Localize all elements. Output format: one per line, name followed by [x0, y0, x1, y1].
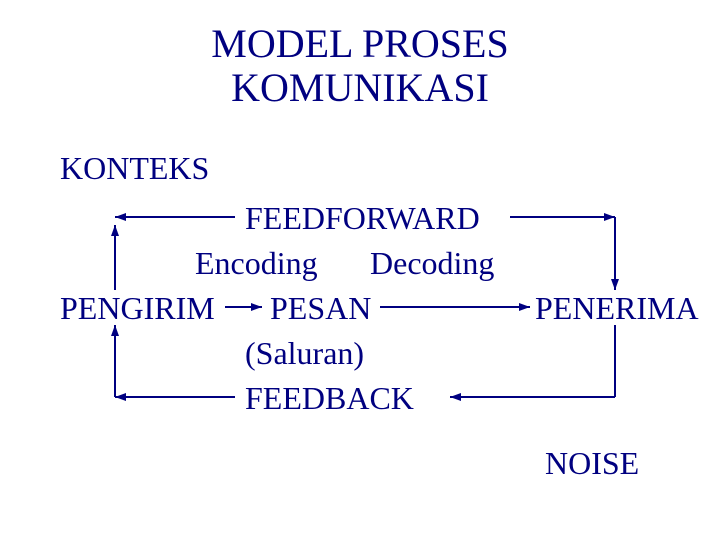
arrows-layer — [0, 0, 720, 540]
diagram-canvas: MODEL PROSES KOMUNIKASI KONTEKS FEEDFORW… — [0, 0, 720, 540]
